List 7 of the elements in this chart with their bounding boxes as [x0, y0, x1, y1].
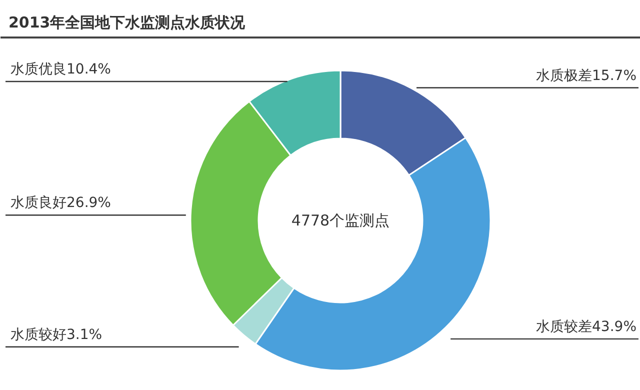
slice-label: 水质极差15.7%	[536, 68, 637, 84]
text: 4778个监测点	[291, 212, 390, 230]
slice-label: 水质较差43.9%	[536, 318, 637, 335]
slice-label: 水质良好26.9%	[10, 195, 111, 212]
chart-title: 2013年全国地下水监测点水质状况	[8, 14, 246, 32]
slice-label: 水质优良10.4%	[10, 62, 111, 78]
slice-label: 水质较好3.1%	[10, 326, 102, 343]
